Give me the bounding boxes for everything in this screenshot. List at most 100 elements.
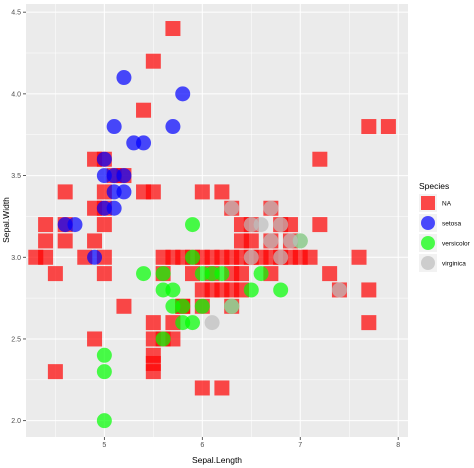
data-point-versicolor — [185, 249, 201, 265]
x-tick-label: 5 — [102, 442, 106, 449]
data-point-versicolor — [96, 364, 112, 380]
data-point-na — [87, 331, 103, 347]
data-points — [28, 21, 396, 429]
data-point-versicolor — [155, 282, 171, 298]
data-point-versicolor — [273, 282, 289, 298]
data-point-na — [214, 380, 230, 396]
data-point-na — [312, 151, 328, 167]
data-point-na — [145, 184, 161, 200]
data-point-na — [96, 266, 112, 282]
data-point-versicolor — [96, 347, 112, 363]
data-point-setosa — [87, 249, 103, 265]
data-point-virginica — [263, 233, 279, 249]
data-point-setosa — [96, 168, 112, 184]
legend-title: Species — [419, 181, 449, 191]
y-axis-ticks: 2.0 2.5 3.0 3.5 4.0 4.5 — [11, 10, 26, 425]
data-point-na — [361, 119, 377, 135]
data-point-na — [47, 266, 63, 282]
data-point-versicolor — [96, 413, 112, 429]
data-point-versicolor — [155, 266, 171, 282]
legend-symbol-setosa — [421, 216, 435, 230]
y-tick-label: 3.5 — [11, 173, 21, 180]
data-point-na — [145, 53, 161, 69]
grid-major — [26, 4, 408, 437]
legend-label-setosa: setosa — [442, 221, 462, 228]
data-point-na — [38, 217, 54, 233]
y-tick-label: 2.0 — [11, 418, 21, 425]
data-point-na — [214, 184, 230, 200]
data-point-na — [322, 266, 338, 282]
data-point-virginica — [224, 298, 240, 314]
data-point-na — [38, 249, 54, 265]
data-point-na — [96, 217, 112, 233]
data-point-setosa — [116, 70, 132, 86]
data-point-versicolor — [185, 315, 201, 331]
data-point-virginica — [253, 217, 269, 233]
data-point-setosa — [116, 168, 132, 184]
x-tick-label: 6 — [200, 442, 204, 449]
data-point-versicolor — [253, 266, 269, 282]
data-point-setosa — [126, 135, 142, 151]
data-point-setosa — [106, 119, 122, 135]
data-point-setosa — [116, 184, 132, 200]
data-point-setosa — [165, 119, 181, 135]
y-tick-label: 4.0 — [11, 91, 21, 98]
data-point-na — [361, 282, 377, 298]
data-point-versicolor — [165, 298, 181, 314]
legend-label-virginica: virginica — [442, 261, 466, 268]
data-point-na — [165, 21, 181, 37]
data-point-virginica — [224, 200, 240, 216]
data-point-na — [361, 315, 377, 331]
data-point-versicolor — [214, 266, 230, 282]
data-point-virginica — [282, 233, 298, 249]
data-point-na — [145, 315, 161, 331]
data-point-na — [136, 102, 152, 118]
data-point-na — [47, 364, 63, 380]
x-axis-ticks: 5 6 7 8 — [102, 437, 400, 449]
data-point-na — [194, 184, 210, 200]
y-tick-label: 3.0 — [11, 255, 21, 262]
data-point-na — [194, 380, 210, 396]
data-point-virginica — [273, 249, 289, 265]
data-point-virginica — [263, 200, 279, 216]
data-point-na — [87, 233, 103, 249]
data-point-na — [302, 249, 318, 265]
data-point-setosa — [175, 86, 191, 102]
legend-label-versicolor: versicolor — [442, 241, 471, 248]
data-point-na — [116, 298, 132, 314]
plot-panel — [26, 4, 408, 437]
data-point-na — [57, 233, 73, 249]
data-point-na — [351, 249, 367, 265]
legend-symbol-virginica — [421, 256, 435, 270]
legend: Species NA setosa versicolor virginica — [419, 181, 471, 272]
data-point-virginica — [331, 282, 347, 298]
legend-symbol-na — [421, 196, 435, 210]
data-point-na — [38, 233, 54, 249]
data-point-versicolor — [136, 266, 152, 282]
y-tick-label: 4.5 — [11, 10, 21, 17]
data-point-setosa — [96, 151, 112, 167]
data-point-na — [224, 282, 240, 298]
data-point-versicolor — [243, 282, 259, 298]
legend-symbol-versicolor — [421, 236, 435, 250]
data-point-na — [233, 266, 249, 282]
data-point-na — [145, 364, 161, 380]
x-tick-label: 8 — [396, 442, 400, 449]
data-point-na — [243, 233, 259, 249]
data-point-setosa — [57, 217, 73, 233]
data-point-na — [57, 184, 73, 200]
data-point-virginica — [273, 217, 289, 233]
data-point-na — [380, 119, 396, 135]
data-point-na — [204, 282, 220, 298]
data-point-versicolor — [155, 331, 171, 347]
data-point-versicolor — [185, 217, 201, 233]
data-point-versicolor — [194, 298, 210, 314]
data-point-virginica — [204, 315, 220, 331]
legend-label-na: NA — [442, 201, 452, 208]
y-axis-title: Sepal.Width — [1, 197, 11, 243]
x-tick-label: 7 — [298, 442, 302, 449]
x-axis-title: Sepal.Length — [192, 455, 242, 465]
y-tick-label: 2.5 — [11, 336, 21, 343]
data-point-virginica — [243, 249, 259, 265]
